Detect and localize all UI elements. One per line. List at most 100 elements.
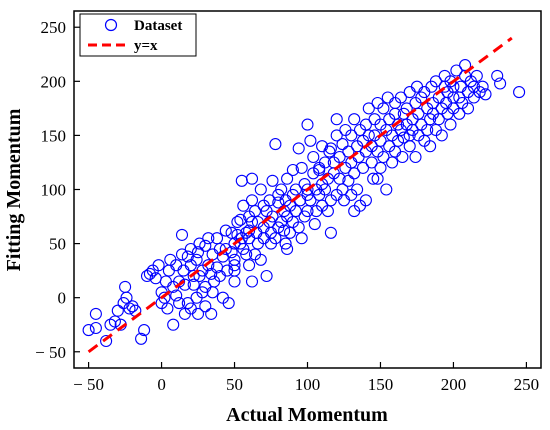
data-point	[348, 113, 361, 126]
data-point	[243, 224, 256, 237]
data-point	[184, 242, 197, 256]
data-point	[381, 91, 394, 104]
x-axis-title: Actual Momentum	[226, 404, 388, 426]
data-point	[89, 307, 102, 320]
data-point	[202, 232, 215, 245]
data-point	[269, 138, 282, 151]
data-point	[371, 172, 384, 185]
legend-box	[79, 13, 197, 57]
data-point	[295, 232, 308, 245]
data-point	[479, 88, 492, 101]
data-point	[254, 183, 267, 196]
data-point	[234, 213, 247, 226]
data-point	[219, 224, 232, 237]
data-point	[313, 163, 326, 177]
data-point	[348, 205, 361, 218]
data-point	[281, 172, 294, 185]
data-point	[377, 150, 390, 164]
y-tick-label: 100	[41, 181, 67, 200]
data-point	[410, 80, 424, 93]
data-point	[289, 205, 302, 218]
y-tick-label: 150	[41, 126, 67, 145]
data-point	[199, 300, 212, 313]
data-point	[286, 163, 299, 177]
data-point	[187, 269, 200, 283]
data-point	[307, 150, 320, 164]
data-point	[138, 324, 151, 337]
data-point	[181, 250, 194, 263]
data-point	[266, 210, 279, 223]
data-point	[235, 174, 248, 187]
data-point	[367, 172, 380, 185]
y-tick-label: 250	[41, 18, 67, 37]
data-point	[123, 302, 136, 315]
data-point	[461, 102, 475, 115]
data-point	[231, 215, 244, 229]
data-point	[111, 304, 124, 317]
data-point	[330, 113, 343, 126]
fit-line-layer	[87, 36, 513, 353]
data-point	[454, 80, 467, 93]
data-point	[333, 150, 346, 164]
data-point	[397, 131, 410, 144]
data-point	[191, 307, 205, 320]
data-point	[263, 194, 276, 207]
data-point	[177, 264, 190, 277]
data-point	[175, 228, 189, 241]
data-point	[491, 69, 504, 82]
x-tick-label: 50	[226, 375, 243, 394]
data-point	[219, 242, 232, 256]
data-point	[120, 291, 133, 304]
data-point	[336, 138, 349, 151]
data-point	[337, 194, 351, 207]
data-point	[243, 259, 256, 272]
data-point	[170, 289, 183, 302]
data-point	[435, 129, 448, 142]
y-tick-label: 200	[41, 72, 67, 91]
data-point	[266, 174, 279, 187]
data-point	[394, 91, 407, 104]
x-tick-label: 200	[441, 375, 467, 394]
data-point	[175, 248, 189, 261]
data-point	[272, 196, 285, 209]
data-point	[342, 145, 355, 158]
y-tick-label: 0	[58, 289, 67, 308]
data-point	[444, 118, 457, 131]
data-point	[202, 259, 215, 272]
data-point	[494, 77, 507, 90]
data-point	[135, 332, 148, 345]
data-point	[248, 205, 262, 218]
data-point	[167, 318, 180, 331]
data-point	[245, 172, 259, 185]
data-point	[292, 221, 305, 234]
data-point	[275, 183, 288, 196]
points-layer	[82, 59, 526, 348]
data-point	[374, 161, 387, 174]
legend: Dataset y=x	[79, 13, 197, 57]
data-point	[476, 80, 489, 93]
data-point	[89, 321, 102, 335]
data-point	[396, 150, 409, 164]
data-point	[191, 246, 205, 259]
legend-fit-line-label: y=x	[134, 38, 158, 54]
data-point	[308, 218, 321, 231]
x-tick-label: − 50	[73, 375, 104, 394]
y-axis-title: Fitting Momentum	[3, 108, 25, 271]
data-point	[82, 324, 95, 337]
data-point	[450, 64, 463, 77]
data-point	[403, 86, 416, 99]
x-axis: − 50 0 50 100 150 200 250	[73, 362, 539, 394]
data-point	[260, 269, 273, 283]
data-point	[245, 215, 259, 229]
data-point	[348, 167, 361, 180]
data-point	[245, 194, 259, 207]
data-point	[190, 253, 203, 266]
y-tick-label: − 50	[35, 343, 66, 362]
data-point	[386, 156, 399, 169]
data-point	[409, 150, 422, 164]
data-point	[210, 232, 224, 245]
data-point	[162, 264, 175, 277]
data-point	[279, 237, 292, 250]
data-point	[222, 297, 235, 310]
